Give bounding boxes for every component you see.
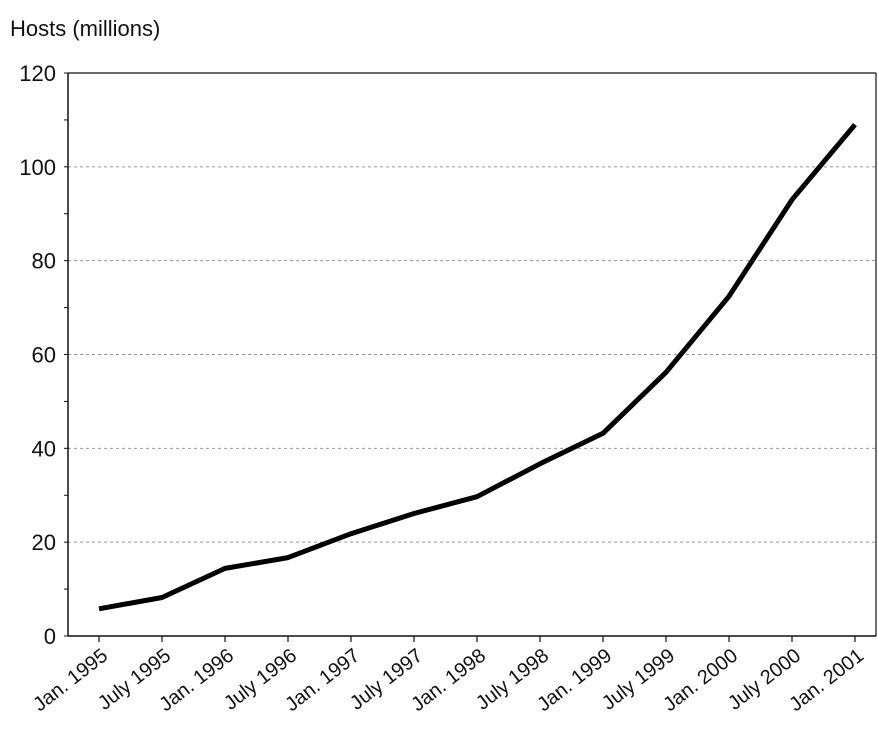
y-axis-title: Hosts (millions) — [10, 16, 160, 41]
y-tick-label: 20 — [32, 530, 56, 555]
y-tick-label: 120 — [19, 61, 56, 86]
y-tick-label: 80 — [32, 249, 56, 274]
gridlines — [68, 166, 876, 543]
y-tick-label: 40 — [32, 436, 56, 461]
y-tick-label: 100 — [19, 155, 56, 180]
series-layer — [98, 122, 857, 612]
y-tick-label: 60 — [32, 343, 56, 368]
series-line — [98, 122, 857, 612]
y-tick-label: 0 — [44, 624, 56, 649]
y-axis-ticks: 0 20 40 60 80 100 120 — [19, 61, 68, 649]
